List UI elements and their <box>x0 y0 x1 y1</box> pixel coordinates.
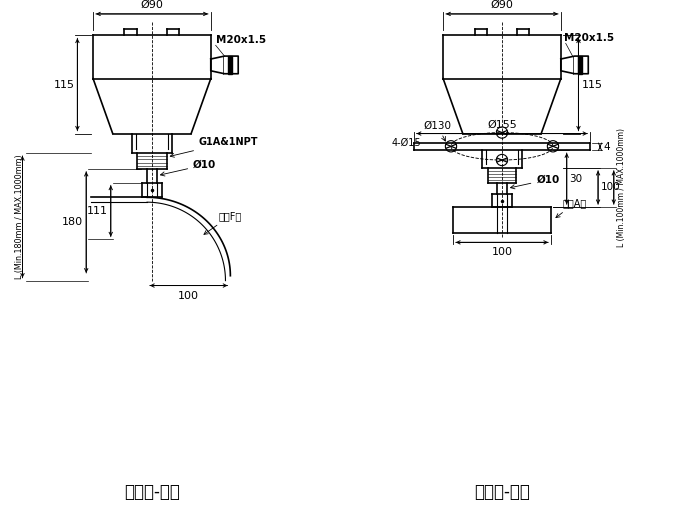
Text: 100: 100 <box>601 182 621 192</box>
Text: 叶片A型: 叶片A型 <box>556 198 587 217</box>
Text: 100: 100 <box>178 291 199 301</box>
Text: Ø10: Ø10 <box>510 175 559 189</box>
Text: Ø130: Ø130 <box>424 121 452 141</box>
Text: Ø155: Ø155 <box>487 120 517 130</box>
Text: L (Min.180mm / MAX.1000mm): L (Min.180mm / MAX.1000mm) <box>15 155 24 279</box>
Text: 标准型-法兰: 标准型-法兰 <box>474 484 530 502</box>
Text: 180: 180 <box>62 217 83 227</box>
Text: Ø90: Ø90 <box>491 0 513 10</box>
Text: Ø10: Ø10 <box>160 160 216 176</box>
Text: 4-Ø15: 4-Ø15 <box>392 137 421 148</box>
Text: 叶片F型: 叶片F型 <box>204 211 242 234</box>
Text: G1A&1NPT: G1A&1NPT <box>170 137 258 157</box>
Text: 115: 115 <box>582 80 603 89</box>
Text: 标准型-螺纹: 标准型-螺纹 <box>124 484 180 502</box>
Polygon shape <box>228 56 232 74</box>
Text: 30: 30 <box>570 174 583 183</box>
Polygon shape <box>578 56 582 74</box>
Text: M20x1.5: M20x1.5 <box>216 35 266 45</box>
Text: 4: 4 <box>603 142 610 152</box>
Text: Ø90: Ø90 <box>141 0 163 10</box>
Text: 115: 115 <box>53 80 74 89</box>
Text: L (Min.100mm / MAX.1000mm): L (Min.100mm / MAX.1000mm) <box>617 128 626 247</box>
Text: M20x1.5: M20x1.5 <box>564 33 614 43</box>
Text: 100: 100 <box>491 247 512 258</box>
Text: 111: 111 <box>87 206 108 216</box>
